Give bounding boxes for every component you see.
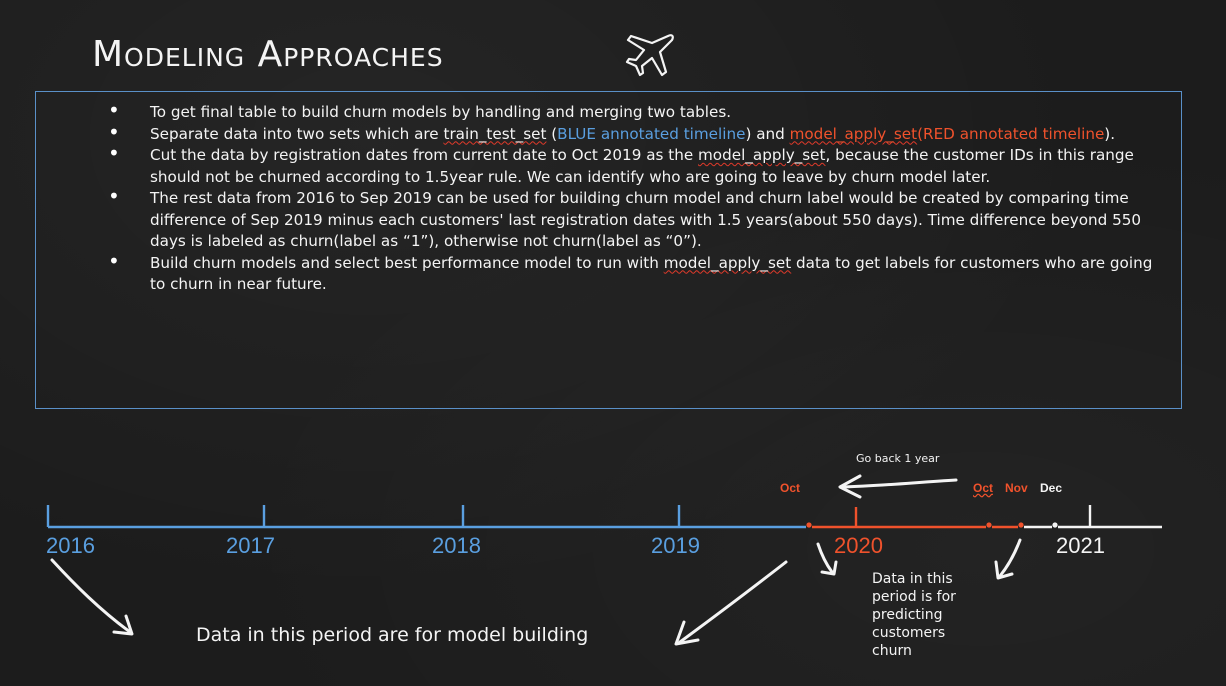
chalk-arrow-icon	[50, 474, 1022, 646]
bullet-text: ).	[1104, 124, 1116, 143]
airplane-icon	[625, 34, 674, 77]
bullet-item: Cut the data by registration dates from …	[108, 143, 1168, 188]
month-label-oct-2020: Oct	[973, 481, 994, 495]
go-back-note: Go back 1 year	[856, 452, 940, 465]
train-timeline	[46, 505, 806, 529]
month-label-oct-2019: Oct	[780, 481, 801, 495]
slide-title: Modeling Approaches	[92, 34, 444, 75]
year-label-2018: 2018	[432, 533, 481, 558]
bullet-text: Separate data into two sets which are	[150, 124, 444, 143]
prediction-note-line: period is for	[872, 589, 956, 605]
month-label-dec-2020: Dec	[1040, 481, 1063, 495]
prediction-note-line: Data in this	[872, 571, 953, 587]
bullet-item: The rest data from 2016 to Sep 2019 can …	[108, 186, 1168, 253]
model-building-note: Data in this period are for model buildi…	[196, 624, 589, 646]
apply-timeline	[806, 507, 1024, 529]
year-label-2021: 2021	[1056, 533, 1105, 558]
prediction-note-line: predicting	[872, 607, 943, 623]
blue-annotation: BLUE annotated timeline	[557, 124, 746, 143]
month-label-nov-2020: Nov	[1005, 481, 1028, 495]
bullet-item: Separate data into two sets which are tr…	[108, 122, 1168, 146]
bullet-text: , because the customer IDs in this range…	[150, 146, 1134, 186]
model-apply-set-term: model_apply_set	[698, 146, 826, 164]
red-annotation: (RED annotated timeline	[917, 124, 1105, 143]
bullet-text: The rest data from 2016 to Sep 2019 can …	[150, 189, 1142, 250]
bullet-list: To get final table to build churn models…	[108, 100, 1168, 296]
bullet-text: data to get labels for customers who are…	[150, 253, 1153, 294]
model-apply-set-term: model_apply_set	[789, 124, 918, 143]
year-label-2017: 2017	[226, 533, 275, 558]
prediction-note-line: customers	[872, 625, 946, 641]
year-label-2019: 2019	[651, 533, 700, 558]
bullet-item: Build churn models and select best perfo…	[108, 251, 1168, 296]
train-test-set-term: train_test_set	[443, 124, 547, 143]
year-label-2020: 2020	[834, 533, 883, 558]
bullet-box	[35, 91, 1182, 409]
bullet-text: To get final table to build churn models…	[150, 103, 732, 121]
prediction-note-line: churn	[872, 643, 912, 659]
bullet-text: ) and	[745, 124, 790, 143]
year-label-2016: 2016	[46, 533, 95, 558]
bullet-text: Cut the data by registration dates from …	[150, 146, 698, 164]
future-timeline	[1024, 505, 1162, 529]
bullet-text: (	[546, 124, 558, 143]
model-apply-set-term: model_apply_set	[663, 253, 792, 272]
prediction-note: Data in this period is for predicting cu…	[872, 570, 956, 660]
bullet-text: Build churn models and select best perfo…	[150, 253, 664, 272]
bullet-item: To get final table to build churn models…	[108, 100, 1168, 124]
